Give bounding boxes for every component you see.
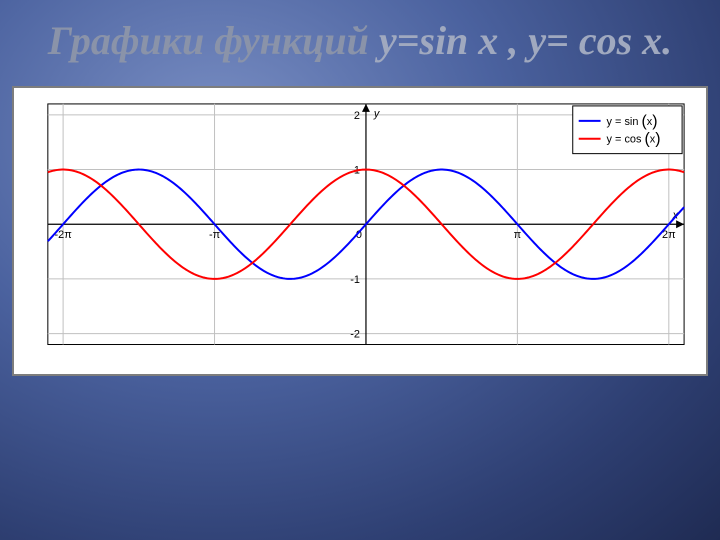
y-tick-label: -1 bbox=[350, 274, 360, 286]
trig-chart: xy-2π-π0π2π-2-112y = sin (x)y = cos (x) bbox=[18, 92, 702, 370]
title-prefix: Графики функций bbox=[48, 18, 379, 63]
x-tick-label: π bbox=[514, 229, 522, 241]
x-tick-label: -π bbox=[209, 229, 221, 241]
y-tick-label: -2 bbox=[350, 329, 360, 341]
y-tick-label: 2 bbox=[354, 110, 360, 122]
legend-label-cos: y = cos (x) bbox=[607, 131, 661, 148]
legend: y = sin (x)y = cos (x) bbox=[573, 106, 682, 154]
title-formula: y=sin x , y= cos x. bbox=[379, 18, 672, 63]
legend-box bbox=[573, 106, 682, 154]
page-title: Графики функций y=sin x , y= cos x. bbox=[0, 0, 720, 72]
chart-container: xy-2π-π0π2π-2-112y = sin (x)y = cos (x) bbox=[12, 86, 708, 376]
legend-label-sin: y = sin (x) bbox=[607, 113, 658, 130]
